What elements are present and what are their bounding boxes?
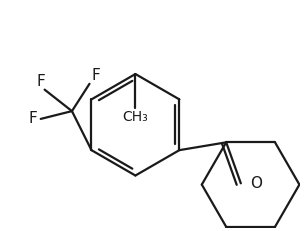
Text: F: F — [92, 68, 100, 83]
Text: F: F — [28, 111, 37, 126]
Text: CH₃: CH₃ — [123, 110, 148, 124]
Text: O: O — [250, 176, 263, 191]
Text: F: F — [36, 74, 45, 89]
